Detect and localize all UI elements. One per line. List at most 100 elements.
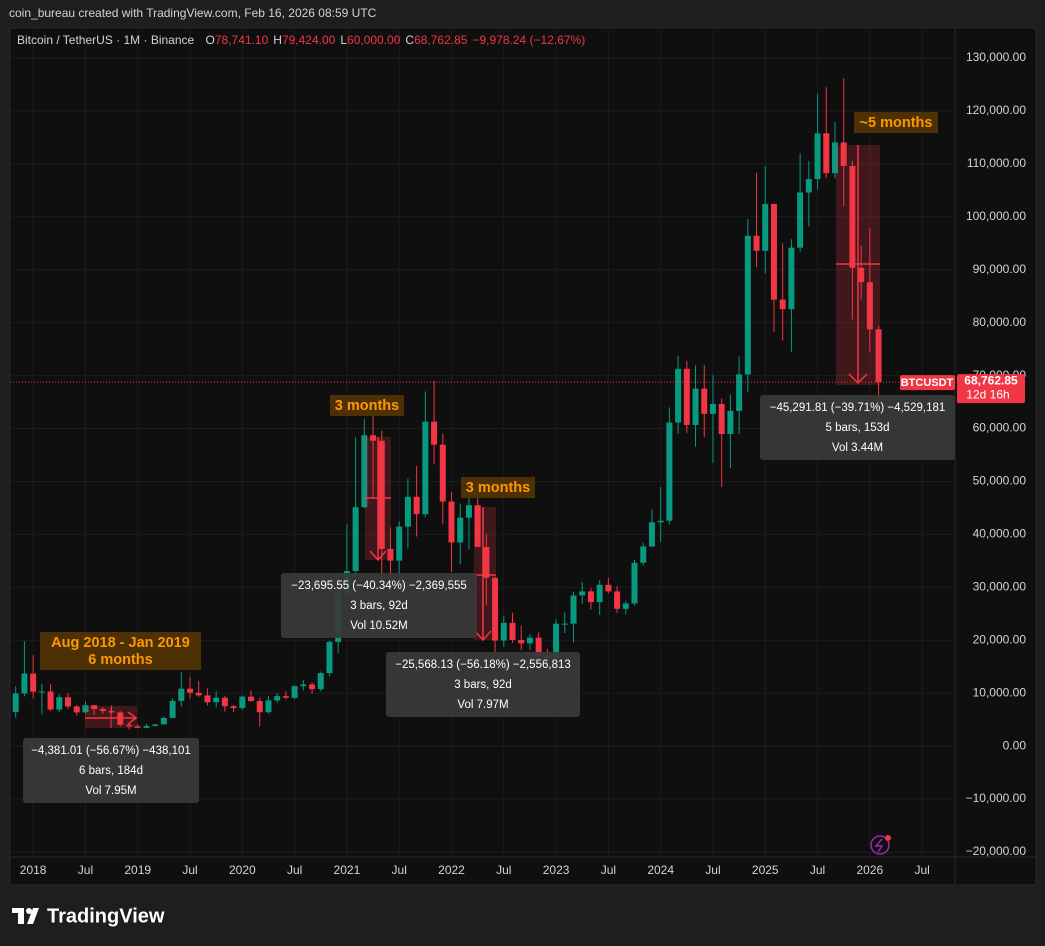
y-tick-label: 130,000.00 [966,50,1026,64]
candle-body [352,507,359,571]
candle-body [230,706,237,709]
range-arrow-head [848,373,868,385]
candle-body [204,695,211,703]
candle-body [709,404,716,414]
measure-text: −23,695.55 (−40.34%) −2,369,555 [291,580,467,592]
candle-body [387,548,394,561]
ohlc-key: H [273,33,282,47]
x-tick-label: Jul [705,863,720,877]
brand-logo [27,908,39,924]
x-tick-label: 2025 [752,863,779,877]
candle-body [701,388,708,414]
candle-body [823,133,830,174]
y-tick-label: 100,000.00 [966,209,1026,223]
y-tick-label: 30,000.00 [973,580,1027,594]
x-tick-label: Jul [914,863,929,877]
legend: Bitcoin / TetherUS · 1M · Binance O78,74… [17,33,585,47]
candle-body [849,165,856,268]
brand: TradingView [12,905,165,927]
x-tick-label: 2024 [647,863,674,877]
y-tick-label: 80,000.00 [973,315,1027,329]
candle-body [587,591,594,603]
ohlc-value: 68,762.85 [414,33,468,47]
y-tick-label: 40,000.00 [973,527,1027,541]
candle-body [213,697,220,703]
y-tick-label: 90,000.00 [973,262,1027,276]
candle-body [535,637,542,656]
candle-body [657,520,664,523]
candle-body [91,705,98,710]
candle-body [640,546,647,563]
y-tick-label: 110,000.00 [967,156,1026,170]
alert-icon[interactable] [870,835,890,855]
candle-body [579,591,586,596]
candle-body [265,700,272,713]
measure-text: −45,291.81 (−39.71%) −4,529,181 [770,402,946,414]
range-shade [474,507,496,640]
range-arrow-head [369,550,387,562]
annotation-text: 3 months [335,398,399,414]
x-tick-label: 2022 [438,863,465,877]
x-tick-label: Jul [601,863,616,877]
y-tick-label: 20,000.00 [973,632,1027,646]
alert-dot [885,835,891,841]
candle-body [788,247,795,310]
measure-text: 3 bars, 92d [350,600,408,612]
ohlc-value: 79,424.00 [282,33,336,47]
measure-box [23,738,199,803]
candle-body [38,691,45,693]
annotation-box [461,477,535,498]
candle-body [73,706,80,713]
alert-icon-bolt [874,838,884,853]
measure-box [760,395,955,460]
candle-body [762,203,769,251]
candle-body [797,192,804,248]
candle-body [152,724,159,726]
y-tick-label: 50,000.00 [973,474,1027,488]
candle-body [718,404,725,434]
annotation-box [40,632,201,670]
brand-logo [18,908,24,924]
annotation-text: Aug 2018 - Jan 2019 [51,635,190,651]
x-tick-label: Jul [496,863,511,877]
ohlc-key: C [405,33,414,47]
candle-body [727,410,734,434]
candle-body [631,562,638,604]
candle-body [553,623,560,659]
candle-body [448,501,455,543]
candle-body [666,422,673,521]
candle-body [814,133,821,180]
measure-text: −4,381.01 (−56.67%) −438,101 [31,745,191,757]
candle-body [300,684,307,687]
candle-body [30,673,37,692]
candle-body [422,421,429,515]
measure-text: −25,568.13 (−56.18%) −2,556,813 [395,659,571,671]
ohlc-key: L [340,33,347,47]
candle-body [370,435,377,441]
candle-body [840,142,847,166]
x-tick-label: Jul [392,863,407,877]
candle-body [291,686,298,698]
candle-body [770,203,777,300]
candle-body [457,517,464,543]
candle-body [248,696,255,702]
y-tick-label: −10,000.00 [966,791,1027,805]
measure-box [386,652,580,717]
brand-logo [26,908,32,914]
candle-body [492,577,499,641]
price-countdown: 12d 16h [966,387,1009,401]
candle-body [413,496,420,515]
candle-body [309,684,316,690]
candle-body [361,435,368,508]
candle-body [605,584,612,592]
x-tick-label: Jul [182,863,197,877]
x-tick-label: Jul [78,863,93,877]
price-tag-bg [957,374,1025,404]
y-tick-label: −20,000.00 [966,844,1027,858]
x-tick-label: 2026 [856,863,883,877]
candle-body [378,440,385,549]
candle-body [274,696,281,701]
candle-body [465,505,472,518]
measure-text: 5 bars, 153d [826,422,890,434]
